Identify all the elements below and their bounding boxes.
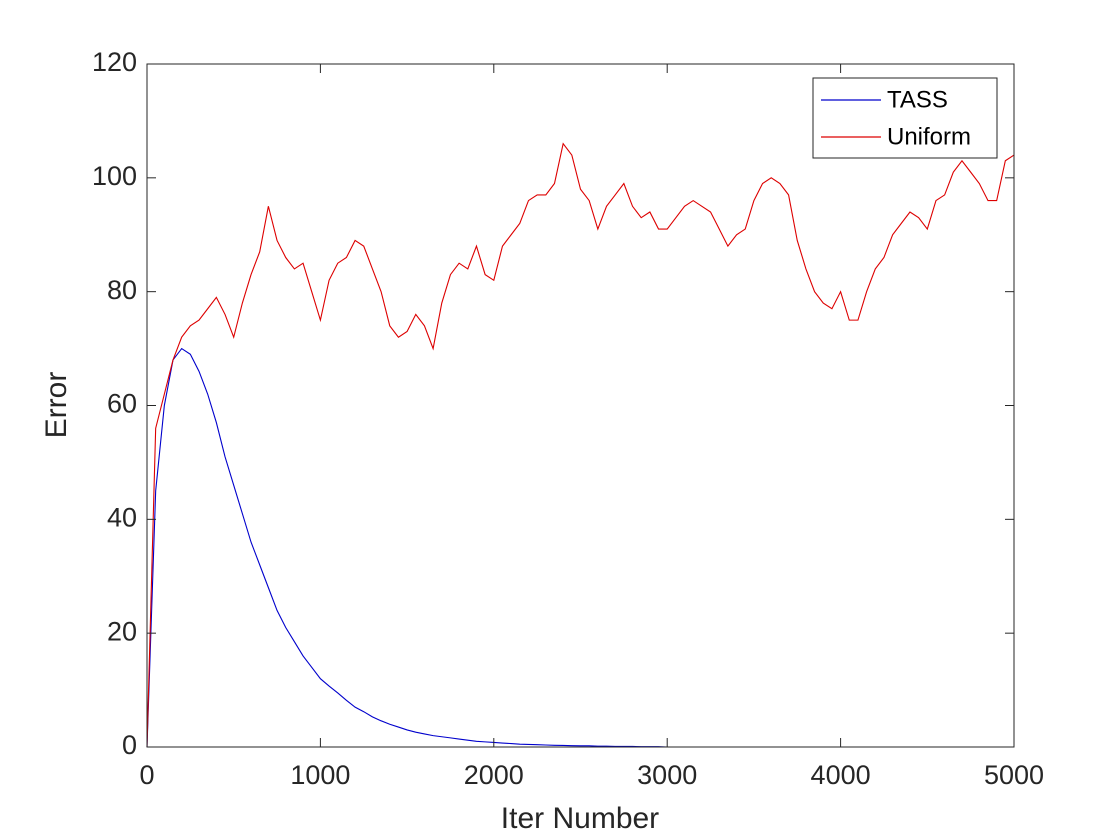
y-axis-label: Error	[40, 372, 73, 439]
x-tick-label: 2000	[464, 760, 524, 790]
x-tick-label: 3000	[637, 760, 697, 790]
legend-label: Uniform	[887, 123, 971, 150]
legend-label: TASS	[887, 86, 948, 113]
y-tick-label: 20	[107, 616, 137, 646]
y-tick-label: 100	[92, 161, 137, 191]
y-tick-label: 0	[122, 730, 137, 760]
x-tick-label: 5000	[984, 760, 1044, 790]
data-line	[146, 142, 1015, 748]
y-tick-label: 80	[107, 275, 137, 305]
x-tick-label: 4000	[811, 760, 871, 790]
x-tick-label: 1000	[290, 760, 350, 790]
x-tick-label: 0	[139, 760, 154, 790]
y-tick-label: 120	[92, 47, 137, 77]
y-tick-label: 40	[107, 502, 137, 532]
legend-box	[812, 77, 998, 159]
y-tick-label: 60	[107, 389, 137, 419]
x-axis-label: Iter Number	[501, 802, 659, 835]
